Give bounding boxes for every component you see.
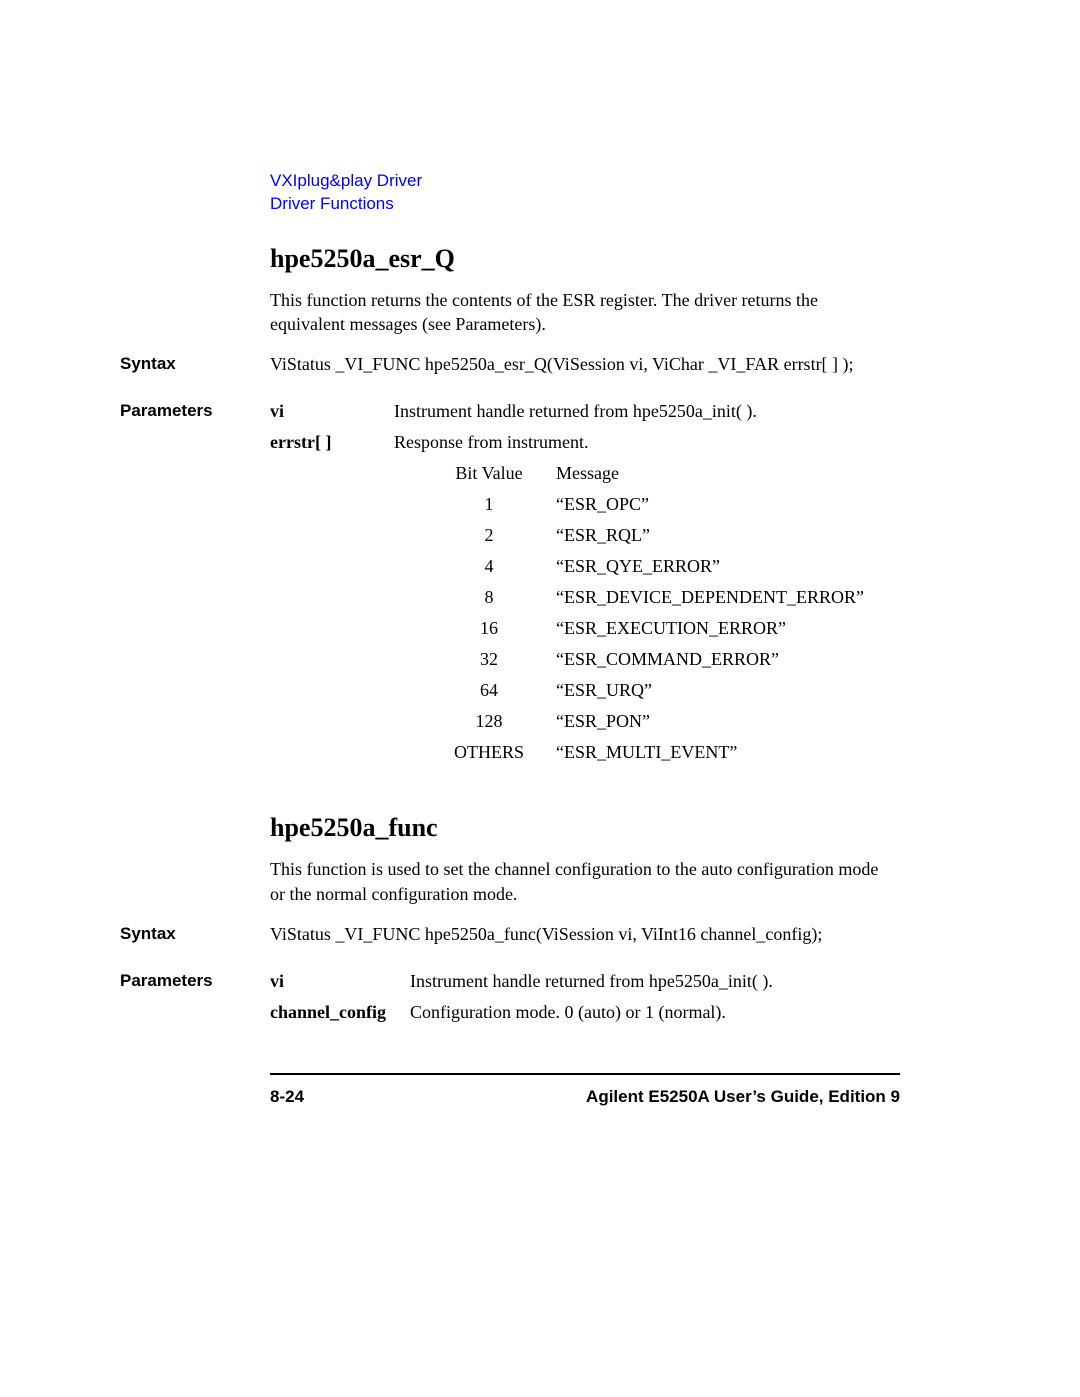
bit-value: 128 [440, 711, 538, 732]
bit-message: “ESR_EXECUTION_ERROR” [538, 618, 786, 639]
section1-syntax-row: Syntax ViStatus _VI_FUNC hpe5250a_esr_Q(… [270, 354, 900, 375]
page-footer: 8-24 Agilent E5250A User’s Guide, Editio… [270, 1073, 900, 1107]
section1-title: hpe5250a_esr_Q [270, 244, 900, 274]
bit-table-row: 64“ESR_URQ” [440, 680, 900, 701]
bit-message: “ESR_RQL” [538, 525, 650, 546]
bit-value: 32 [440, 649, 538, 670]
breadcrumb-line-2[interactable]: Driver Functions [270, 193, 900, 216]
syntax-value: ViStatus _VI_FUNC hpe5250a_func(ViSessio… [270, 924, 900, 945]
breadcrumb: VXIplug&play Driver Driver Functions [270, 170, 900, 216]
bit-value: 2 [440, 525, 538, 546]
parameters-body: vi Instrument handle returned from hpe52… [270, 401, 900, 773]
bit-table-row: 1“ESR_OPC” [440, 494, 900, 515]
section2-parameters-row: Parameters vi Instrument handle returned… [270, 971, 900, 1033]
page-content: hpe5250a_esr_Q This function returns the… [270, 244, 900, 1033]
param-vi-desc: Instrument handle returned from hpe5250a… [394, 401, 900, 422]
document-page: VXIplug&play Driver Driver Functions hpe… [0, 0, 1080, 1397]
bit-value: 16 [440, 618, 538, 639]
param-errstr-name: errstr[ ] [270, 432, 394, 453]
param-vi-desc: Instrument handle returned from hpe5250a… [410, 971, 900, 992]
param-vi-row: vi Instrument handle returned from hpe52… [270, 971, 900, 992]
section2-title: hpe5250a_func [270, 813, 900, 843]
bit-message: “ESR_QYE_ERROR” [538, 556, 720, 577]
bit-table-header: Bit Value Message [440, 463, 900, 484]
section2-description: This function is used to set the channel… [270, 857, 890, 906]
bit-message: “ESR_MULTI_EVENT” [538, 742, 737, 763]
bit-message: “ESR_COMMAND_ERROR” [538, 649, 779, 670]
bit-message: “ESR_OPC” [538, 494, 649, 515]
param-vi-name: vi [270, 971, 410, 992]
bit-table-row: 8“ESR_DEVICE_DEPENDENT_ERROR” [440, 587, 900, 608]
syntax-value: ViStatus _VI_FUNC hpe5250a_esr_Q(ViSessi… [270, 354, 900, 375]
bit-value: 4 [440, 556, 538, 577]
bit-message: “ESR_PON” [538, 711, 650, 732]
footer-doc-title: Agilent E5250A User’s Guide, Edition 9 [586, 1087, 900, 1107]
bit-message: “ESR_DEVICE_DEPENDENT_ERROR” [538, 587, 864, 608]
bit-value: 8 [440, 587, 538, 608]
bit-table-row: 4“ESR_QYE_ERROR” [440, 556, 900, 577]
bit-table-row: 16“ESR_EXECUTION_ERROR” [440, 618, 900, 639]
section1-parameters-row: Parameters vi Instrument handle returned… [270, 401, 900, 773]
footer-page-number: 8-24 [270, 1087, 304, 1107]
bit-value: OTHERS [440, 742, 538, 763]
syntax-label: Syntax [120, 354, 270, 374]
parameters-body: vi Instrument handle returned from hpe52… [270, 971, 900, 1033]
bit-header-message: Message [538, 463, 619, 484]
bit-header-value: Bit Value [440, 463, 538, 484]
bit-value: 64 [440, 680, 538, 701]
bit-table-row: OTHERS“ESR_MULTI_EVENT” [440, 742, 900, 763]
bit-table-row: 2“ESR_RQL” [440, 525, 900, 546]
bit-value: 1 [440, 494, 538, 515]
param-vi-row: vi Instrument handle returned from hpe52… [270, 401, 900, 422]
parameters-label: Parameters [120, 401, 270, 421]
syntax-label: Syntax [120, 924, 270, 944]
param-vi-name: vi [270, 401, 394, 422]
bit-table-row: 32“ESR_COMMAND_ERROR” [440, 649, 900, 670]
bit-value-table: Bit Value Message 1“ESR_OPC”2“ESR_RQL”4“… [440, 463, 900, 763]
param-errstr-row: errstr[ ] Response from instrument. [270, 432, 900, 453]
breadcrumb-line-1[interactable]: VXIplug&play Driver [270, 170, 900, 193]
bit-table-row: 128“ESR_PON” [440, 711, 900, 732]
section2-syntax-row: Syntax ViStatus _VI_FUNC hpe5250a_func(V… [270, 924, 900, 945]
param-errstr-desc: Response from instrument. [394, 432, 900, 453]
param-channel-config-row: channel_config Configuration mode. 0 (au… [270, 1002, 900, 1023]
param-channel-config-desc: Configuration mode. 0 (auto) or 1 (norma… [410, 1002, 900, 1023]
param-channel-config-name: channel_config [270, 1002, 410, 1023]
bit-message: “ESR_URQ” [538, 680, 652, 701]
section1-description: This function returns the contents of th… [270, 288, 890, 337]
parameters-label: Parameters [120, 971, 270, 991]
